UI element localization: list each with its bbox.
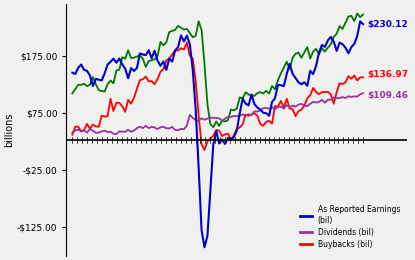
Text: $136.97: $136.97 — [368, 70, 409, 79]
Y-axis label: billions: billions — [4, 113, 14, 147]
Text: $230.12: $230.12 — [368, 20, 408, 29]
Legend: As Reported Earnings
(bil), Dividends (bil), Buybacks (bil): As Reported Earnings (bil), Dividends (b… — [297, 202, 403, 252]
Text: $109.46: $109.46 — [368, 92, 408, 101]
